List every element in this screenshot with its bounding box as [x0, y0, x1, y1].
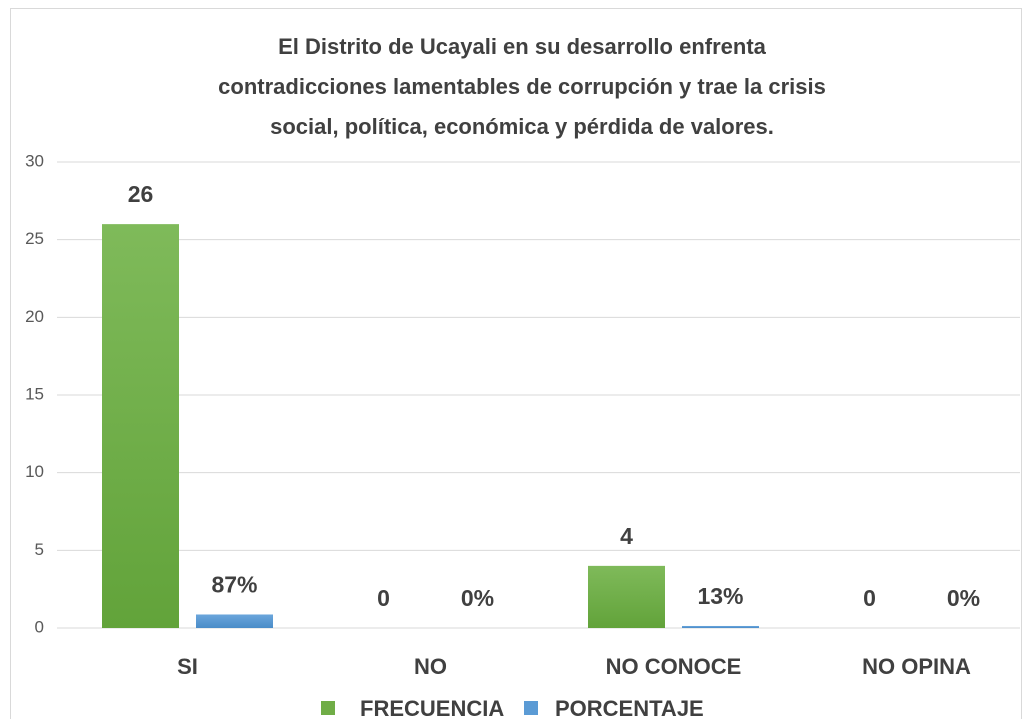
legend-label: PORCENTAJE: [555, 696, 704, 719]
y-tick-label: 10: [25, 462, 44, 481]
y-tick-label: 20: [25, 307, 44, 326]
y-tick-label: 0: [35, 617, 44, 636]
y-tick-label: 30: [25, 151, 44, 170]
bar: [102, 224, 179, 628]
data-label: 0: [377, 585, 390, 611]
legend-label: FRECUENCIA: [360, 696, 504, 719]
data-label: 0%: [947, 585, 980, 611]
bar: [196, 614, 273, 628]
data-label: 26: [128, 181, 154, 207]
y-tick-label: 5: [35, 540, 44, 559]
data-label: 0%: [461, 585, 494, 611]
legend-swatch: [524, 701, 538, 715]
chart-title: El Distrito de Ucayali en su desarrollo …: [278, 34, 767, 59]
x-tick-label: NO CONOCE: [606, 654, 742, 679]
chart-title: social, política, económica y pérdida de…: [270, 114, 774, 139]
data-label: 13%: [697, 583, 743, 609]
data-label: 87%: [211, 572, 257, 598]
bar: [682, 625, 759, 628]
x-tick-label: NO OPINA: [862, 654, 971, 679]
y-tick-label: 25: [25, 229, 44, 248]
bar: [588, 565, 665, 628]
x-tick-label: SI: [177, 654, 198, 679]
data-label: 0: [863, 585, 876, 611]
y-tick-label: 15: [25, 384, 44, 403]
chart-title: contradicciones lamentables de corrupció…: [218, 74, 826, 99]
x-tick-label: NO: [414, 654, 447, 679]
legend-swatch: [321, 701, 335, 715]
data-label: 4: [620, 523, 633, 549]
